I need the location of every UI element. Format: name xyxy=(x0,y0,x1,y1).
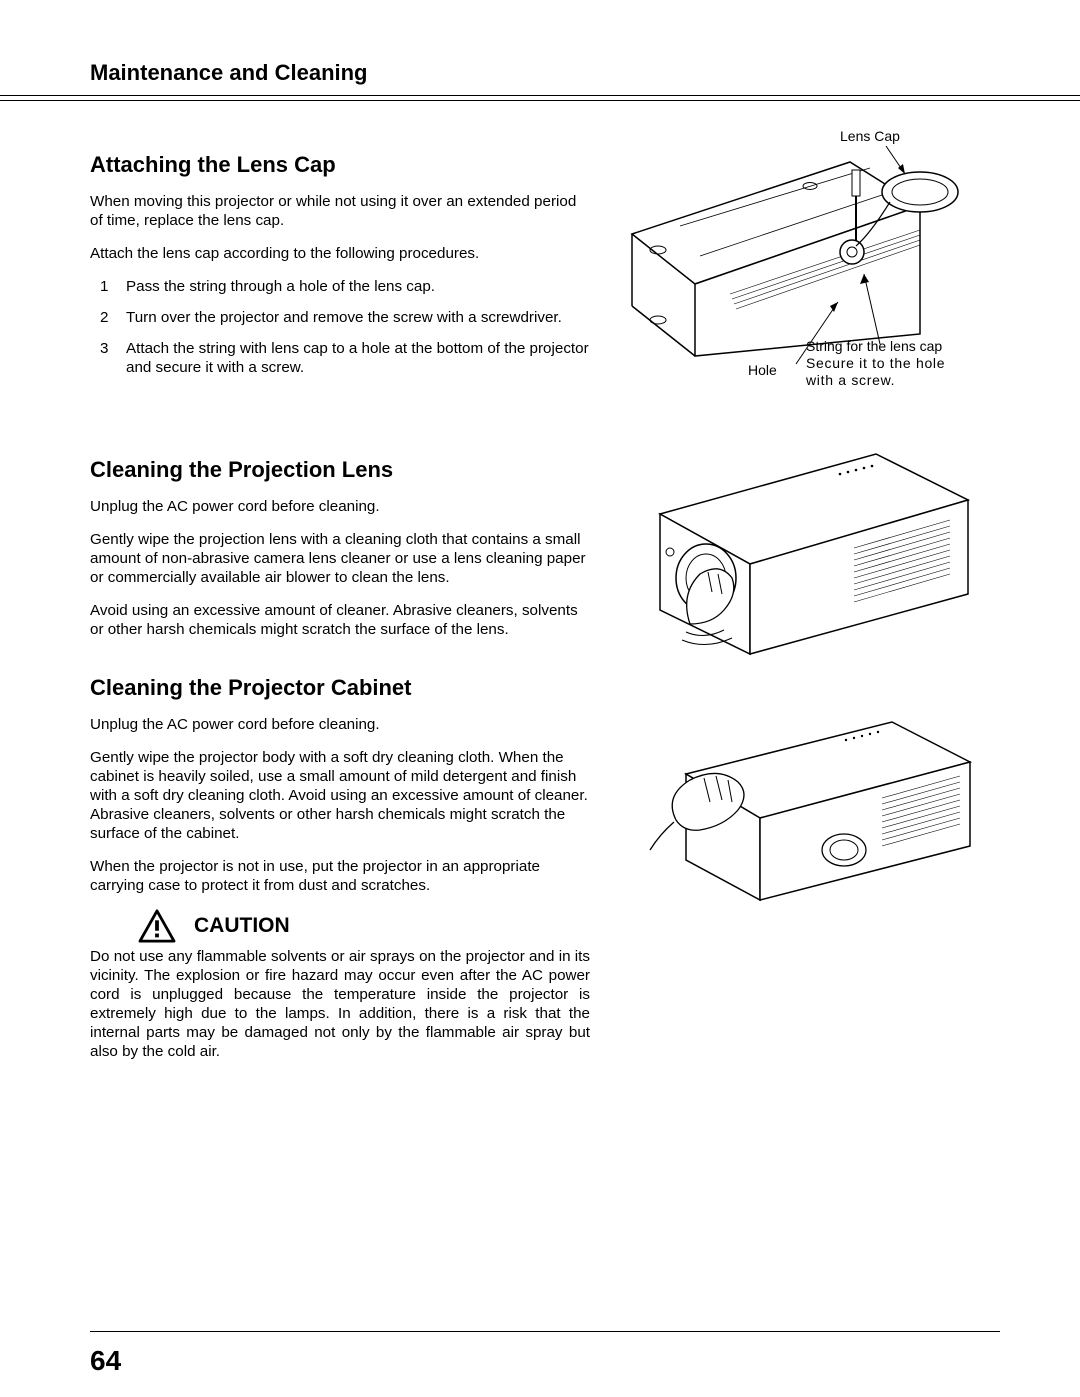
section3-p3: When the projector is not in use, put th… xyxy=(90,857,590,895)
diagram-clean-lens xyxy=(620,444,980,674)
caution-header: CAUTION xyxy=(138,909,590,943)
section-title-lens-cap: Attaching the Lens Cap xyxy=(90,152,590,178)
label-string-l1: String for the lens cap xyxy=(806,338,942,354)
step-text: Pass the string through a hole of the le… xyxy=(126,277,435,296)
label-lens-cap: Lens Cap xyxy=(840,128,900,144)
step-item: 2 Turn over the projector and remove the… xyxy=(100,308,590,327)
section2-p2: Gently wipe the projection lens with a c… xyxy=(90,530,590,587)
diagram-clean-lens-svg xyxy=(620,444,980,674)
footer-rule xyxy=(90,1331,1000,1332)
section3-p1: Unplug the AC power cord before cleaning… xyxy=(90,715,590,734)
section3-p2: Gently wipe the projector body with a so… xyxy=(90,748,590,843)
diagram-clean-cabinet-svg xyxy=(620,710,980,920)
step-text: Attach the string with lens cap to a hol… xyxy=(126,339,590,377)
right-column: Lens Cap xyxy=(620,152,1000,1071)
diagram-clean-cabinet xyxy=(620,710,980,920)
section2-p3: Avoid using an excessive amount of clean… xyxy=(90,601,590,639)
page-number: 64 xyxy=(90,1345,121,1377)
step-item: 3 Attach the string with lens cap to a h… xyxy=(100,339,590,377)
header-rule xyxy=(0,95,1080,101)
left-column: Attaching the Lens Cap When moving this … xyxy=(90,152,620,1071)
section1-p2: Attach the lens cap according to the fol… xyxy=(90,244,590,263)
step-number: 1 xyxy=(100,277,126,296)
section2-p1: Unplug the AC power cord before cleaning… xyxy=(90,497,590,516)
warning-icon xyxy=(138,909,176,943)
diagram-lens-cap: Lens Cap xyxy=(620,134,980,404)
section-title-projection-lens: Cleaning the Projection Lens xyxy=(90,457,590,483)
step-number: 3 xyxy=(100,339,126,377)
step-number: 2 xyxy=(100,308,126,327)
step-item: 1 Pass the string through a hole of the … xyxy=(100,277,590,296)
caution-text: Do not use any flammable solvents or air… xyxy=(90,947,590,1061)
section1-p1: When moving this projector or while not … xyxy=(90,192,590,230)
page: Maintenance and Cleaning Attaching the L… xyxy=(0,0,1080,1397)
section-title-projector-cabinet: Cleaning the Projector Cabinet xyxy=(90,675,590,701)
label-string-l2: Secure it to the hole with a screw. xyxy=(806,355,945,388)
step-text: Turn over the projector and remove the s… xyxy=(126,308,562,327)
label-string: String for the lens cap Secure it to the… xyxy=(806,338,976,388)
steps-list: 1 Pass the string through a hole of the … xyxy=(90,277,590,377)
content-area: Attaching the Lens Cap When moving this … xyxy=(90,152,1000,1071)
caution-label: CAUTION xyxy=(194,914,290,938)
page-header: Maintenance and Cleaning xyxy=(90,60,1000,92)
label-hole: Hole xyxy=(748,362,777,378)
